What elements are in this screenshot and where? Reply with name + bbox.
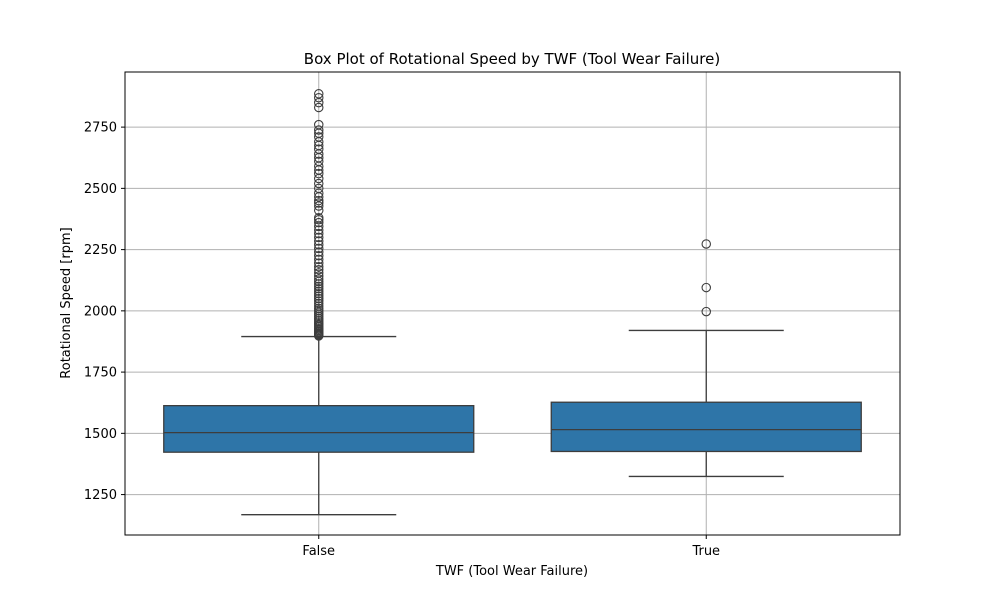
outlier-point	[313, 232, 324, 243]
outlier-point	[313, 132, 324, 142]
outlier-point	[313, 271, 324, 281]
outlier-point	[313, 198, 324, 208]
outlier-point	[313, 178, 324, 189]
outlier-point	[313, 274, 324, 284]
outlier-point	[313, 168, 324, 179]
outlier-point	[313, 258, 324, 268]
box-group-false	[163, 89, 475, 516]
outlier-point	[313, 247, 324, 257]
outlier-point	[313, 291, 324, 301]
outlier-point	[313, 286, 324, 297]
x-axis-label: TWF (Tool Wear Failure)	[435, 564, 588, 579]
outlier-point	[313, 92, 324, 103]
y-tick-label: 2500	[84, 182, 117, 197]
outlier-point	[313, 254, 324, 265]
chart-title: Box Plot of Rotational Speed by TWF (Too…	[304, 50, 720, 68]
outlier-point	[313, 296, 324, 306]
iqr-box	[163, 405, 475, 453]
plot-frame	[124, 71, 901, 536]
grid-lines	[125, 72, 900, 535]
y-axis-ticks: 1250 1500 1750 2000 2250 2500 2750	[84, 121, 125, 503]
outlier-point	[313, 183, 324, 194]
outlier-point	[313, 268, 324, 278]
outlier-point	[313, 288, 324, 299]
outlier-point	[313, 225, 324, 235]
x-axis-ticks: False True	[302, 535, 720, 559]
y-axis-label: Rotational Speed [rpm]	[59, 227, 74, 378]
outlier-point	[313, 201, 324, 211]
outlier-point	[313, 156, 324, 167]
outlier-point	[701, 282, 711, 293]
y-tick-label: 2000	[84, 304, 117, 319]
box-layer	[163, 89, 862, 516]
outlier-point	[313, 303, 324, 314]
outlier-point	[313, 188, 324, 199]
outlier-point	[313, 195, 324, 206]
y-tick-label: 1500	[84, 427, 117, 442]
outlier-point	[313, 239, 324, 250]
outlier-point	[313, 262, 324, 272]
outlier-point	[313, 102, 324, 113]
outlier-point	[313, 243, 324, 254]
y-tick-label: 2750	[84, 121, 117, 136]
outlier-point	[313, 279, 324, 289]
outlier-point	[313, 228, 324, 239]
y-tick-label: 1250	[84, 488, 117, 503]
x-tick-label: True	[691, 544, 720, 559]
y-tick-label: 1750	[84, 366, 117, 381]
box-group-true	[550, 239, 862, 478]
iqr-box	[550, 401, 862, 453]
outlier-point	[313, 236, 324, 246]
outlier-point	[313, 205, 324, 216]
outlier-point	[313, 301, 324, 311]
outlier-point	[313, 119, 324, 130]
outlier-point	[313, 213, 324, 223]
outlier-point	[313, 284, 324, 294]
outlier-point	[313, 293, 324, 304]
x-tick-label: False	[302, 544, 335, 559]
outlier-point	[313, 217, 324, 228]
outlier-point	[313, 125, 324, 135]
y-tick-label: 2250	[84, 243, 117, 258]
outlier-point	[313, 298, 324, 309]
outlier-point	[313, 89, 324, 99]
outlier-point	[313, 144, 324, 154]
outlier-point	[701, 239, 711, 249]
outlier-point	[701, 306, 711, 317]
outlier-point	[313, 281, 324, 292]
outlier-point	[313, 250, 324, 261]
outlier-point	[313, 264, 324, 275]
